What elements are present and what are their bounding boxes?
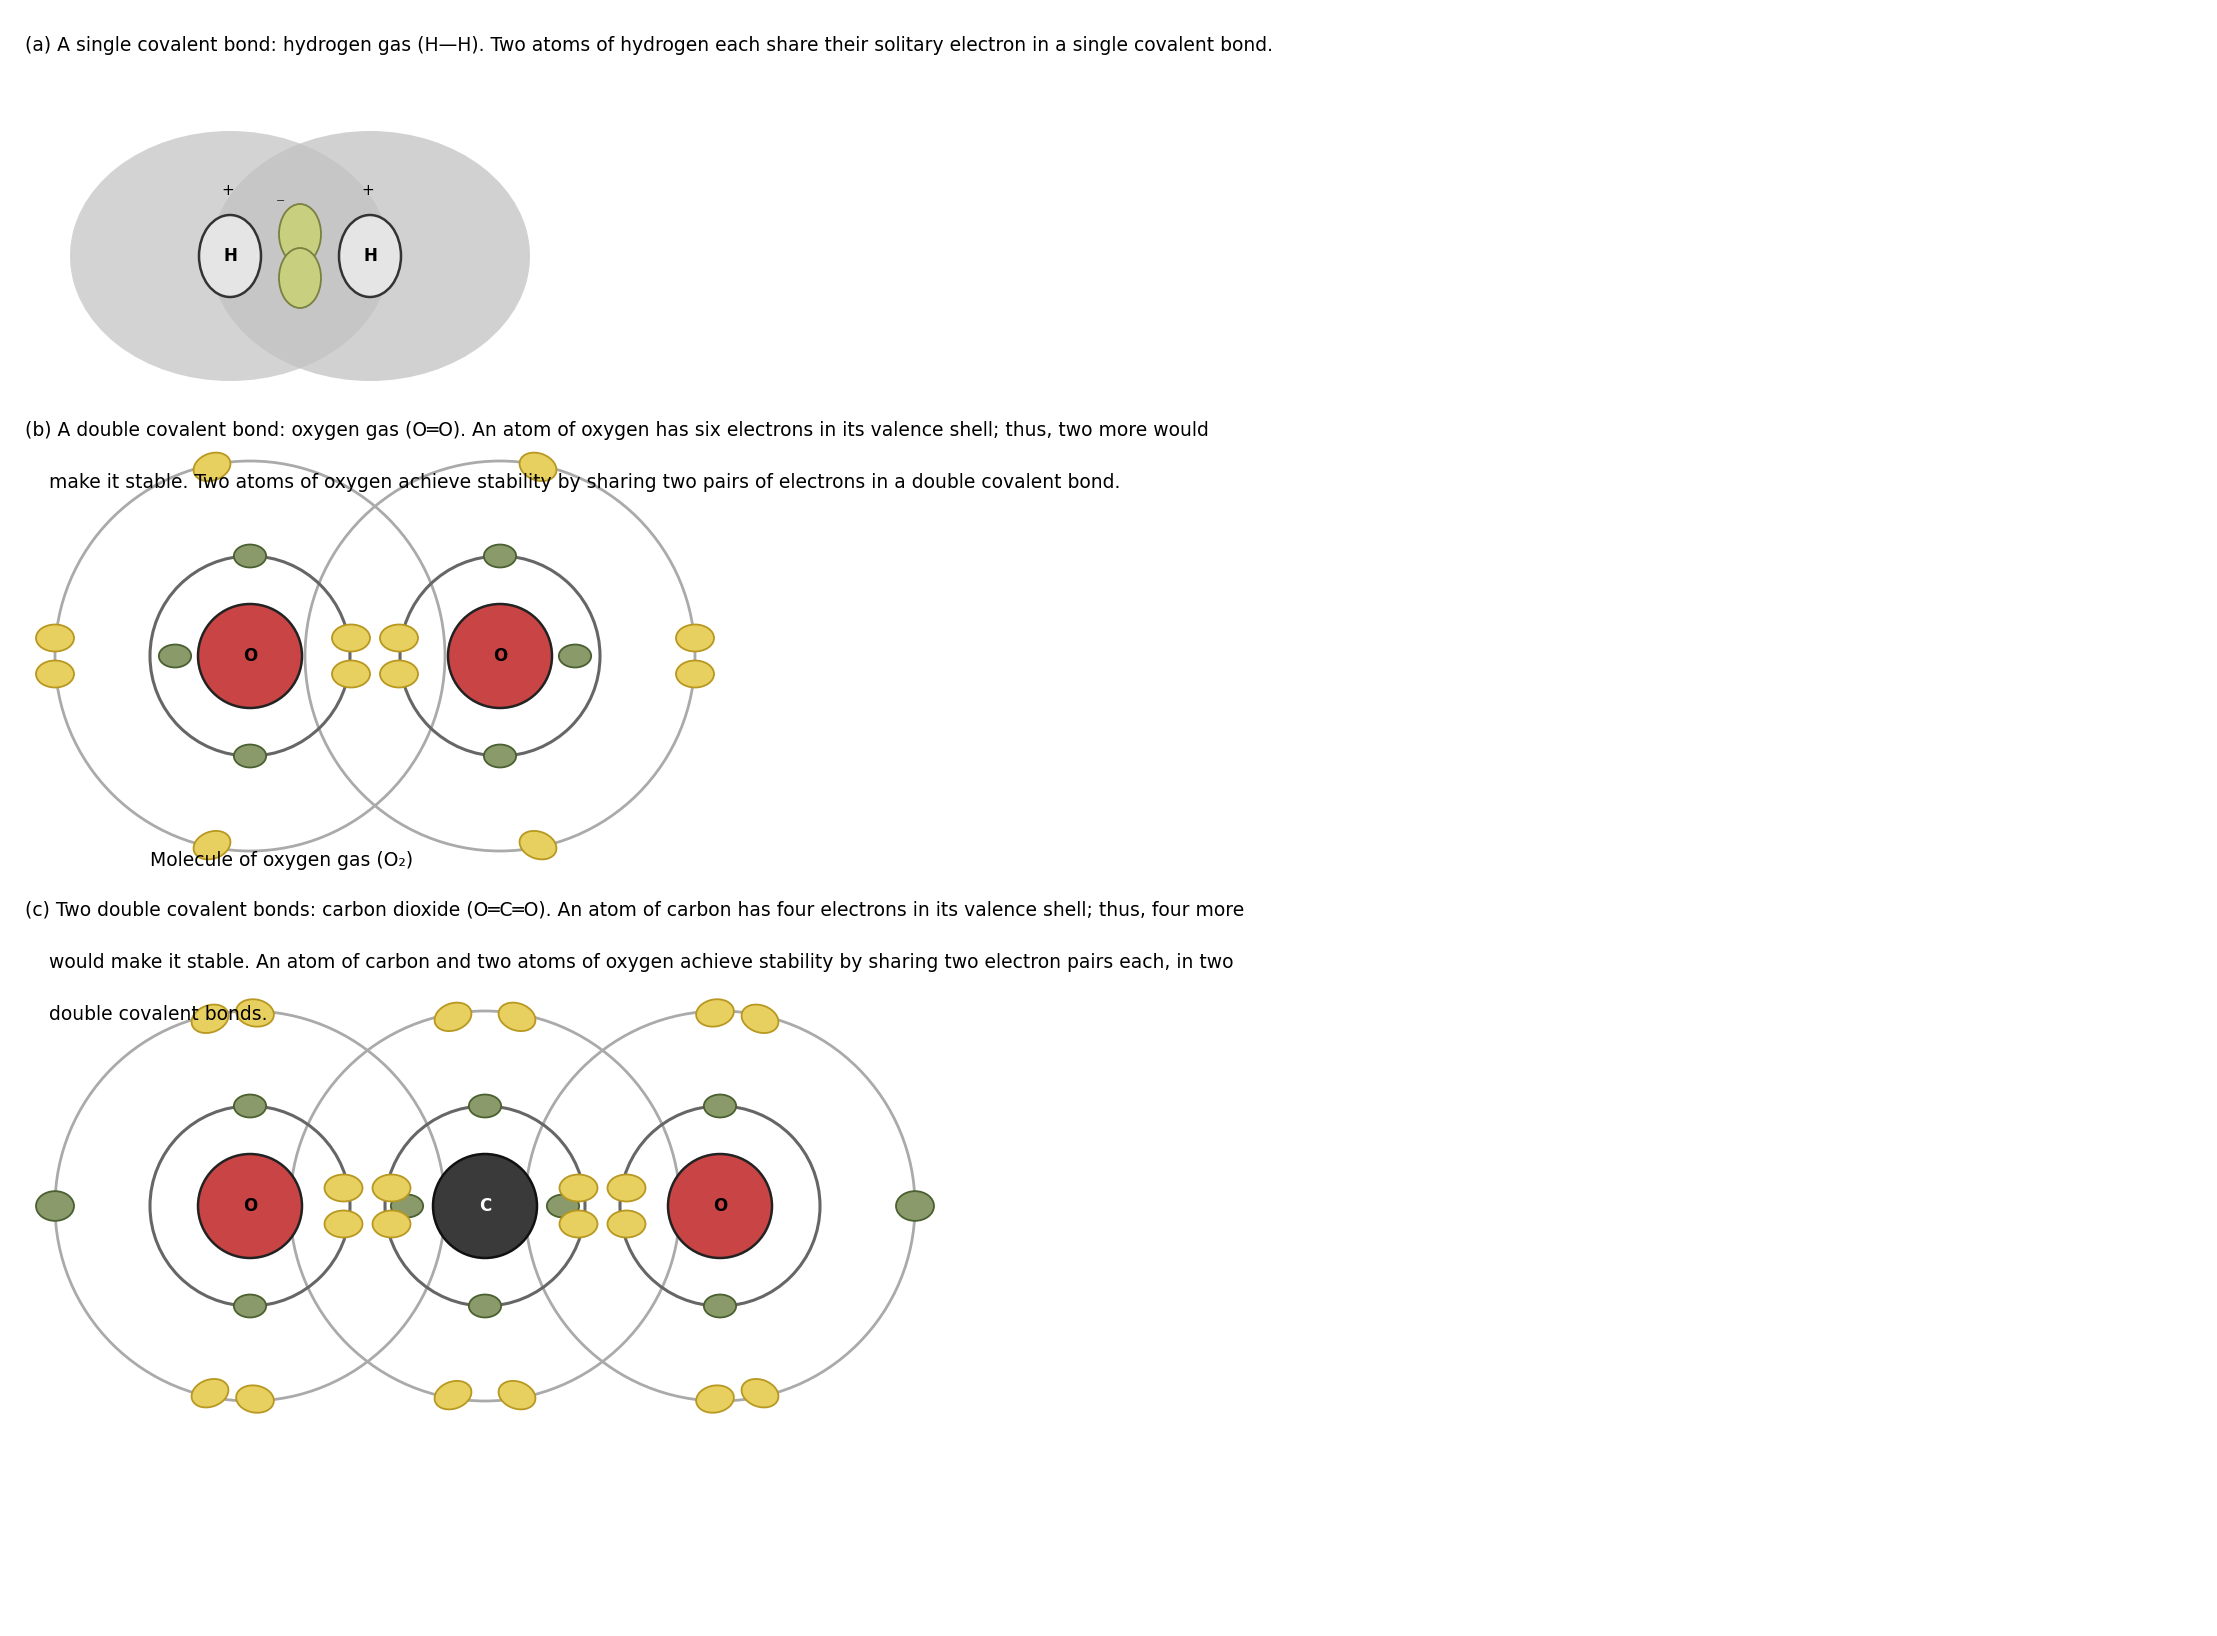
Ellipse shape bbox=[379, 661, 419, 687]
Text: double covalent bonds.: double covalent bonds. bbox=[24, 1005, 268, 1024]
Ellipse shape bbox=[237, 1386, 275, 1414]
Text: (c) Two double covalent bonds: carbon dioxide (O═C═O). An atom of carbon has fou: (c) Two double covalent bonds: carbon di… bbox=[24, 901, 1244, 919]
Ellipse shape bbox=[233, 545, 266, 568]
Ellipse shape bbox=[703, 1294, 736, 1317]
Text: make it stable. Two atoms of oxygen achieve stability by sharing two pairs of el: make it stable. Two atoms of oxygen achi… bbox=[24, 473, 1120, 492]
Ellipse shape bbox=[71, 131, 390, 381]
Ellipse shape bbox=[279, 204, 321, 263]
Ellipse shape bbox=[483, 545, 517, 568]
Ellipse shape bbox=[499, 1003, 537, 1031]
Ellipse shape bbox=[233, 744, 266, 767]
Ellipse shape bbox=[379, 625, 419, 651]
Ellipse shape bbox=[548, 1194, 579, 1217]
Ellipse shape bbox=[233, 1094, 266, 1117]
Ellipse shape bbox=[468, 1094, 501, 1117]
Ellipse shape bbox=[435, 1381, 472, 1409]
Ellipse shape bbox=[324, 1211, 364, 1237]
Ellipse shape bbox=[519, 453, 556, 481]
Ellipse shape bbox=[193, 831, 231, 859]
Text: Molecule of oxygen gas (O₂): Molecule of oxygen gas (O₂) bbox=[151, 851, 412, 870]
Ellipse shape bbox=[607, 1211, 645, 1237]
Ellipse shape bbox=[390, 1194, 423, 1217]
Text: H: H bbox=[224, 247, 237, 265]
Ellipse shape bbox=[160, 645, 191, 667]
Circle shape bbox=[197, 1153, 302, 1258]
Ellipse shape bbox=[676, 625, 714, 651]
Ellipse shape bbox=[559, 1175, 599, 1201]
Ellipse shape bbox=[200, 214, 262, 298]
Ellipse shape bbox=[559, 645, 592, 667]
Ellipse shape bbox=[191, 1379, 228, 1407]
Ellipse shape bbox=[696, 1386, 734, 1414]
Circle shape bbox=[667, 1153, 772, 1258]
Ellipse shape bbox=[237, 1000, 275, 1027]
Ellipse shape bbox=[372, 1211, 410, 1237]
Ellipse shape bbox=[339, 214, 401, 298]
Ellipse shape bbox=[740, 1379, 778, 1407]
Text: (a) A single covalent bond: hydrogen gas (H—H). Two atoms of hydrogen each share: (a) A single covalent bond: hydrogen gas… bbox=[24, 36, 1273, 56]
Circle shape bbox=[197, 604, 302, 708]
Ellipse shape bbox=[740, 1005, 778, 1032]
Text: H: H bbox=[364, 247, 377, 265]
Ellipse shape bbox=[896, 1191, 933, 1220]
Text: would make it stable. An atom of carbon and two atoms of oxygen achieve stabilit: would make it stable. An atom of carbon … bbox=[24, 954, 1233, 972]
Text: O: O bbox=[492, 646, 508, 664]
Ellipse shape bbox=[193, 453, 231, 481]
Ellipse shape bbox=[211, 131, 530, 381]
Text: −: − bbox=[277, 196, 286, 206]
Ellipse shape bbox=[499, 1381, 537, 1409]
Circle shape bbox=[432, 1153, 537, 1258]
Ellipse shape bbox=[696, 1000, 734, 1027]
Ellipse shape bbox=[372, 1175, 410, 1201]
Ellipse shape bbox=[676, 661, 714, 687]
Ellipse shape bbox=[519, 831, 556, 859]
Ellipse shape bbox=[35, 625, 73, 651]
Ellipse shape bbox=[607, 1175, 645, 1201]
Circle shape bbox=[448, 604, 552, 708]
Text: O: O bbox=[244, 646, 257, 664]
Ellipse shape bbox=[233, 1294, 266, 1317]
Text: C: C bbox=[479, 1198, 492, 1216]
Ellipse shape bbox=[483, 744, 517, 767]
Ellipse shape bbox=[468, 1294, 501, 1317]
Ellipse shape bbox=[559, 1211, 599, 1237]
Text: (b) A double covalent bond: oxygen gas (O═O). An atom of oxygen has six electron: (b) A double covalent bond: oxygen gas (… bbox=[24, 420, 1208, 440]
Ellipse shape bbox=[279, 249, 321, 308]
Ellipse shape bbox=[435, 1003, 472, 1031]
Ellipse shape bbox=[333, 625, 370, 651]
Ellipse shape bbox=[703, 1094, 736, 1117]
Ellipse shape bbox=[191, 1005, 228, 1032]
Text: O: O bbox=[714, 1198, 727, 1216]
Text: O: O bbox=[244, 1198, 257, 1216]
Ellipse shape bbox=[324, 1175, 364, 1201]
Text: +: + bbox=[361, 183, 375, 198]
Ellipse shape bbox=[35, 1191, 73, 1220]
Text: +: + bbox=[222, 183, 235, 198]
Ellipse shape bbox=[333, 661, 370, 687]
Ellipse shape bbox=[35, 661, 73, 687]
